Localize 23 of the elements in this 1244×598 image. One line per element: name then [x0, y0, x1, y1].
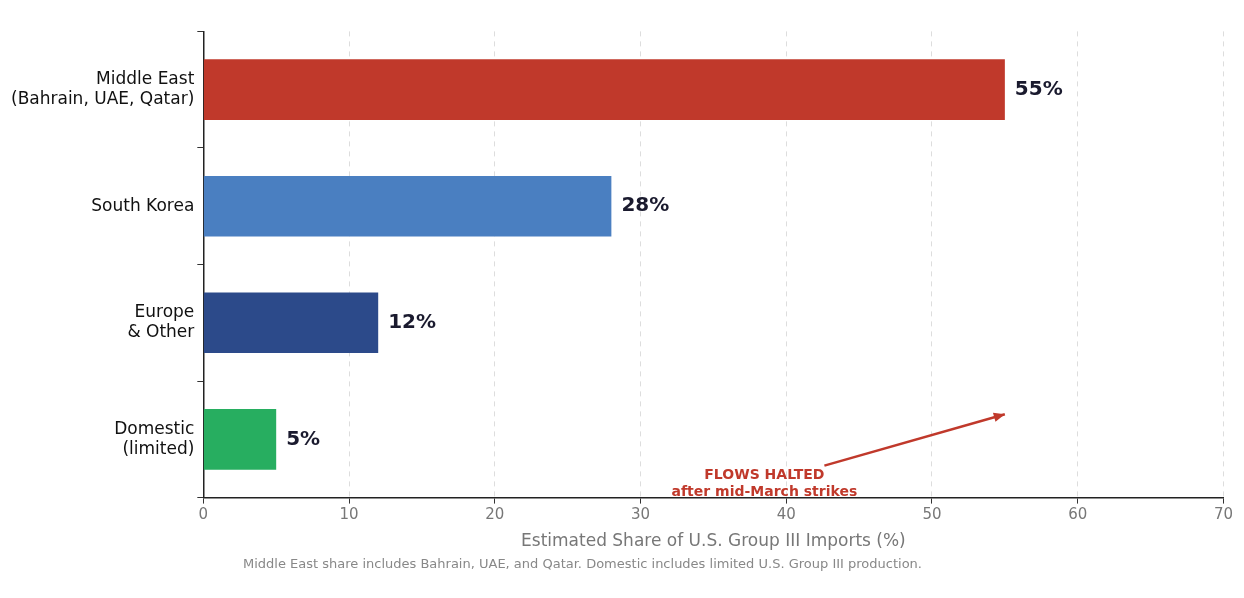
x-tick-label: 10 — [339, 505, 359, 524]
y-tick-label: South Korea — [91, 194, 195, 215]
data-label: 12% — [388, 308, 437, 333]
data-label: 55% — [1014, 75, 1063, 100]
x-tick-label: 30 — [630, 505, 651, 524]
bar — [203, 175, 612, 237]
x-tick-label: 50 — [922, 505, 942, 524]
x-tick-label: 20 — [485, 505, 505, 524]
bar — [203, 409, 277, 470]
bar — [203, 59, 1005, 120]
x-tick-label: 0 — [198, 505, 209, 524]
bar — [203, 292, 379, 354]
y-tick-label: Europe & Other — [127, 301, 195, 342]
x-axis-title: Estimated Share of U.S. Group III Imports (%) — [521, 530, 906, 551]
data-label: 28% — [621, 192, 670, 217]
y-tick-label: Domestic (limited) — [114, 417, 195, 458]
x-tick-label: 60 — [1068, 505, 1088, 524]
annotation: FLOWS HALTED after mid-March strikes — [671, 466, 858, 500]
x-tick-label: 40 — [776, 505, 796, 524]
x-tick-label: 70 — [1213, 505, 1233, 524]
text: Middle East share includes Bahrain, UAE, and Qatar. Domestic includes limited U.S. Group III production. — [243, 556, 923, 571]
y-tick-label: Middle East (Bahrain, UAE, Qatar) — [10, 67, 195, 109]
data-label: 5% — [286, 425, 321, 450]
